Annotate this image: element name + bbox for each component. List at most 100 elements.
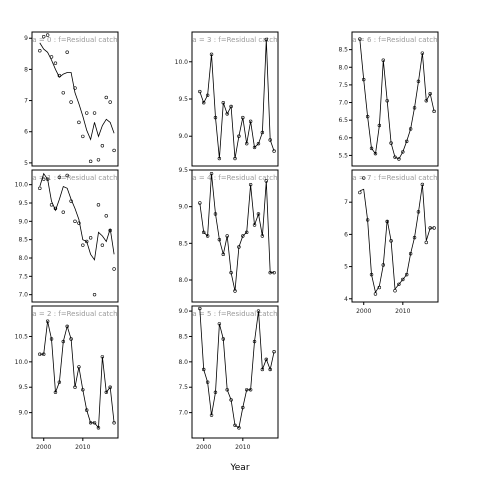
x-tick-label: 2000	[196, 444, 211, 451]
data-point	[202, 367, 206, 372]
data-point	[358, 37, 362, 41]
data-point	[112, 148, 116, 153]
data-point	[268, 367, 272, 372]
data-point	[205, 93, 210, 97]
data-point	[112, 267, 116, 271]
y-tick-label: 5	[24, 160, 28, 167]
panel-title: a = 7 : f=Residual catch	[352, 174, 437, 182]
data-point	[420, 51, 425, 55]
data-point	[81, 388, 85, 392]
data-point	[381, 263, 385, 267]
data-point	[225, 112, 229, 116]
data-point	[405, 272, 409, 277]
fitted-line	[39, 321, 115, 429]
data-point	[88, 159, 93, 164]
x-tick-label: 2010	[395, 308, 410, 315]
panel-title: a = 4 : f=Residual catch	[192, 174, 277, 182]
data-point	[45, 319, 50, 323]
data-point	[237, 245, 241, 249]
panel-4: a = 4 : f=Residual catch 8.0 8.5 9.0 9.5	[178, 167, 279, 303]
data-point	[92, 292, 97, 297]
data-point	[198, 306, 202, 311]
data-point	[69, 337, 73, 341]
y-tick-label: 10.0	[15, 359, 29, 366]
data-point	[96, 426, 101, 430]
panel-3: a = 1 : f=Residual catch 7.0 7.5 8.0 8.5 9.0 9…	[15, 169, 119, 303]
data-point	[412, 106, 417, 110]
y-tick-label: 7.0	[178, 410, 188, 417]
data-point	[57, 73, 62, 78]
y-tick-label: 10.0	[15, 182, 29, 189]
data-point	[38, 186, 42, 191]
data-point	[268, 270, 272, 275]
panel-frame	[191, 169, 279, 303]
data-point	[81, 243, 85, 247]
data-point	[373, 151, 378, 156]
data-point	[233, 289, 237, 293]
x-tick-label: 2000	[356, 308, 371, 315]
panel-grid: a = 0 : f=Residual catch 5 6 7 8 9 a = 3 : f=R…	[15, 31, 439, 451]
data-point	[245, 230, 249, 235]
data-point	[237, 134, 241, 138]
panel-1: a = 3 : f=Residual catch 9.0 9.5 10.0	[175, 31, 279, 167]
data-point	[264, 357, 268, 362]
data-point	[428, 92, 432, 96]
data-point	[272, 149, 276, 153]
panel-title: a = 2 : f=Residual catch	[32, 310, 117, 318]
data-point	[369, 272, 374, 277]
y-tick-label: 9.0	[178, 133, 188, 140]
data-point	[96, 203, 101, 207]
data-point	[241, 115, 245, 120]
data-point	[362, 176, 366, 180]
data-point	[412, 235, 417, 240]
data-point	[397, 282, 401, 286]
y-tick-label: 10.5	[15, 333, 29, 340]
panel-frame	[351, 31, 439, 167]
data-point	[92, 111, 97, 115]
data-point	[385, 219, 389, 224]
data-point	[405, 139, 409, 144]
data-point	[85, 408, 89, 412]
data-point	[365, 218, 370, 222]
data-point	[428, 226, 432, 230]
data-point	[237, 426, 241, 430]
data-point	[81, 134, 85, 139]
data-point	[65, 324, 69, 329]
y-tick-label: 8.0	[338, 64, 348, 71]
panel-frame	[191, 31, 279, 167]
y-tick-label: 8.0	[18, 255, 28, 262]
data-point	[213, 115, 218, 120]
data-point	[198, 201, 202, 205]
data-point	[272, 349, 276, 354]
y-tick-label: 8.5	[18, 237, 28, 244]
data-point	[389, 141, 393, 145]
y-tick-label: 7.5	[18, 273, 28, 280]
y-tick-label: 4	[344, 296, 348, 303]
data-point	[385, 99, 389, 103]
data-point	[408, 127, 413, 131]
data-point	[408, 252, 413, 256]
data-point	[49, 203, 54, 207]
fitted-line	[359, 184, 435, 294]
data-point	[225, 388, 229, 392]
data-point	[221, 101, 225, 105]
data-point	[268, 138, 272, 142]
data-point	[264, 179, 268, 183]
data-point	[248, 119, 253, 124]
data-point	[38, 48, 42, 53]
fitted-line	[39, 172, 115, 261]
data-point	[358, 190, 362, 195]
data-point	[49, 55, 54, 59]
data-point	[88, 236, 93, 240]
data-point	[73, 385, 77, 389]
data-point	[245, 141, 249, 146]
data-point	[424, 240, 428, 245]
data-point	[108, 100, 112, 104]
panel-title: a = 5 : f=Residual catch	[192, 310, 277, 318]
y-tick-label: 9.5	[18, 384, 28, 391]
x-tick-label: 2000	[36, 444, 51, 451]
y-tick-label: 9.5	[18, 200, 28, 207]
data-point	[416, 79, 421, 84]
panel-title: a = 1 : f=Residual catch	[32, 174, 117, 182]
y-tick-label: 8.0	[178, 359, 188, 366]
